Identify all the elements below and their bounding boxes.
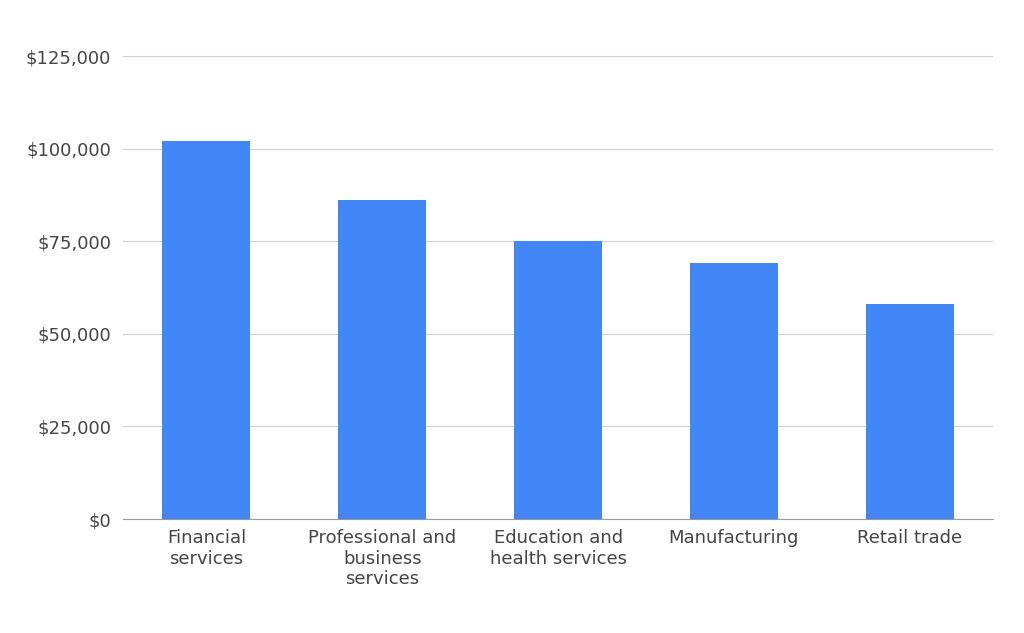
- Bar: [163, 141, 250, 519]
- Bar: [514, 241, 602, 519]
- Bar: [866, 304, 953, 519]
- Bar: [690, 263, 778, 519]
- Bar: [338, 201, 426, 519]
